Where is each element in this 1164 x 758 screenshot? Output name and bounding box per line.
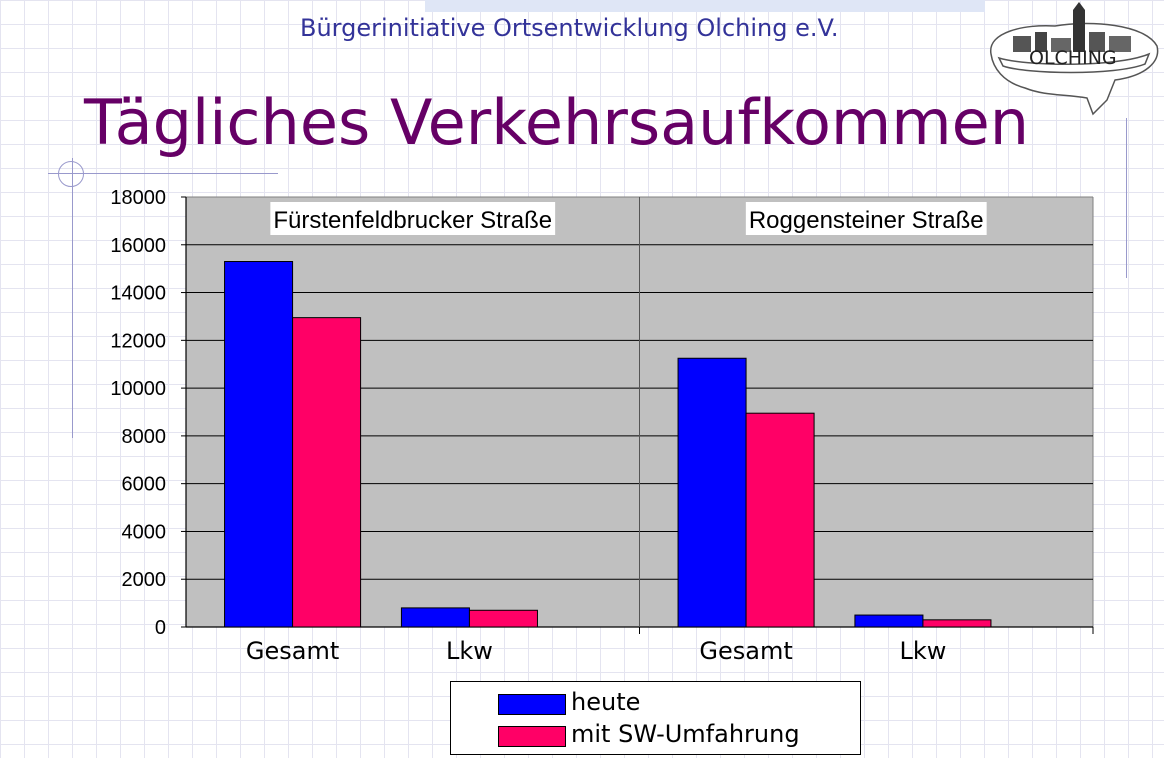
group-2-label: Roggensteiner Straße xyxy=(749,207,984,234)
legend-label-heute: heute xyxy=(571,688,641,716)
y-tick-label-18000: 18000 xyxy=(110,187,166,209)
group-1-bar-gesamt-mit-sw-umfahrung xyxy=(292,317,362,628)
y-tick-label-0: 0 xyxy=(155,617,166,639)
top-accent-bar xyxy=(425,0,985,12)
group-2-bar-gesamt-mit-sw-umfahrung xyxy=(745,412,815,628)
group-1-label: Fürstenfeldbrucker Straße xyxy=(273,207,552,234)
group-2-category-label-gesamt: Gesamt xyxy=(699,637,792,665)
y-tick-label-8000: 8000 xyxy=(122,426,167,448)
y-tick-label-12000: 12000 xyxy=(110,330,166,352)
logo-text: OLCHING xyxy=(1029,47,1117,69)
group-2-bar-gesamt-heute xyxy=(677,357,747,628)
group-2-bar-lkw-heute xyxy=(854,614,924,628)
group-1-category-label-lkw: Lkw xyxy=(446,637,493,665)
decorative-circle xyxy=(58,161,84,187)
legend-swatch-heute xyxy=(498,694,566,715)
group-2-bar-lkw-mit-sw-umfahrung xyxy=(922,619,992,628)
y-tick-label-16000: 16000 xyxy=(110,235,166,257)
y-tick-label-10000: 10000 xyxy=(110,378,166,400)
page-title: Tägliches Verkehrsaufkommen xyxy=(84,86,1030,159)
y-tick-label-2000: 2000 xyxy=(122,569,167,591)
decorative-vertical-line xyxy=(72,158,73,438)
group-1-bar-lkw-heute xyxy=(400,607,470,628)
y-tick-label-6000: 6000 xyxy=(122,474,167,496)
chart-legend: heute mit SW-Umfahrung xyxy=(450,681,861,755)
group-2-category-label-lkw: Lkw xyxy=(899,637,946,665)
y-tick-label-14000: 14000 xyxy=(110,283,166,305)
group-1-bar-lkw-mit-sw-umfahrung xyxy=(468,609,538,628)
olching-logo: OLCHING xyxy=(990,2,1159,116)
decorative-horizontal-line xyxy=(48,173,278,174)
organization-name: Bürgerinitiative Ortsentwicklung Olching… xyxy=(300,14,839,42)
group-1-bar-gesamt-heute xyxy=(224,261,294,628)
legend-swatch-mit-sw-umfahrung xyxy=(498,726,566,747)
group-1-label-background xyxy=(270,202,556,235)
y-tick-label-4000: 4000 xyxy=(122,521,167,543)
legend-label-mit-sw-umfahrung: mit SW-Umfahrung xyxy=(571,720,800,748)
decorative-right-line xyxy=(1126,118,1127,278)
group-1-category-label-gesamt: Gesamt xyxy=(246,637,339,665)
group-2-label-background xyxy=(745,202,987,235)
